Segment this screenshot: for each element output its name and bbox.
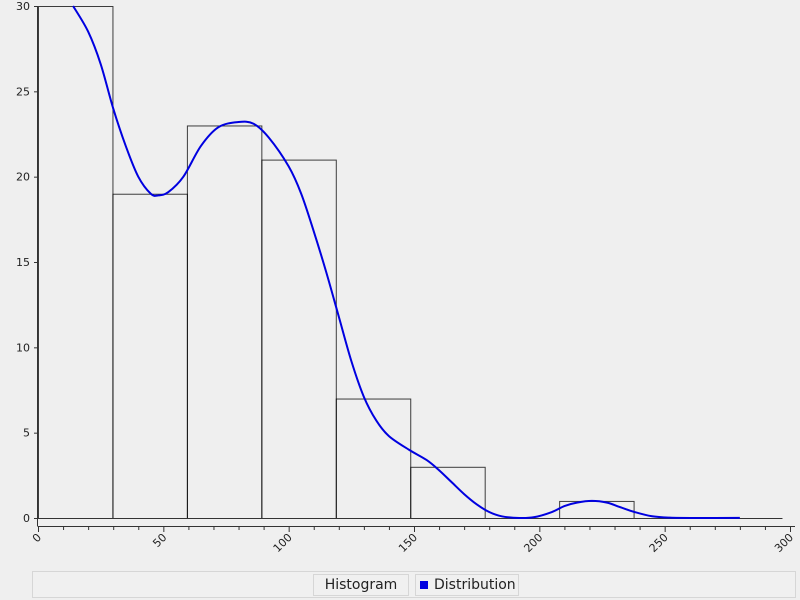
- x-tick-label-1: 50: [150, 531, 169, 550]
- histogram-bar-2: [186, 125, 263, 519]
- legend-swatch-distribution: [420, 581, 428, 589]
- x-tick-label-4: 200: [521, 531, 545, 555]
- y-tick-label-0: 0: [23, 512, 30, 525]
- x-tick-label-3: 150: [396, 531, 420, 555]
- x-tick-label-2: 100: [271, 531, 295, 555]
- histogram-bar-5: [410, 466, 486, 519]
- distribution-curve: [72, 5, 740, 520]
- y-tick-label-2: 10: [16, 341, 30, 354]
- y-tick-label-5: 25: [16, 85, 30, 98]
- x-tick-label-5: 250: [647, 531, 671, 555]
- histogram-bar-1: [112, 193, 188, 519]
- x-tick-label-6: 300: [772, 531, 796, 555]
- legend-label-histogram: Histogram: [324, 577, 398, 593]
- legend-label-distribution: Distribution: [434, 577, 516, 593]
- histogram-bar-0: [38, 6, 114, 519]
- y-tick-label-4: 20: [16, 171, 30, 184]
- y-tick-label-3: 15: [16, 256, 30, 269]
- legend-item-distribution[interactable]: Distribution: [415, 574, 519, 596]
- histogram-bar-3: [261, 159, 337, 519]
- y-tick-label-6: 30: [16, 0, 30, 13]
- x-tick-label-0: 0: [30, 531, 44, 545]
- legend-item-histogram[interactable]: Histogram: [313, 574, 409, 596]
- y-tick-label-1: 5: [23, 427, 30, 440]
- chart-legend: Histogram Distribution: [32, 571, 796, 598]
